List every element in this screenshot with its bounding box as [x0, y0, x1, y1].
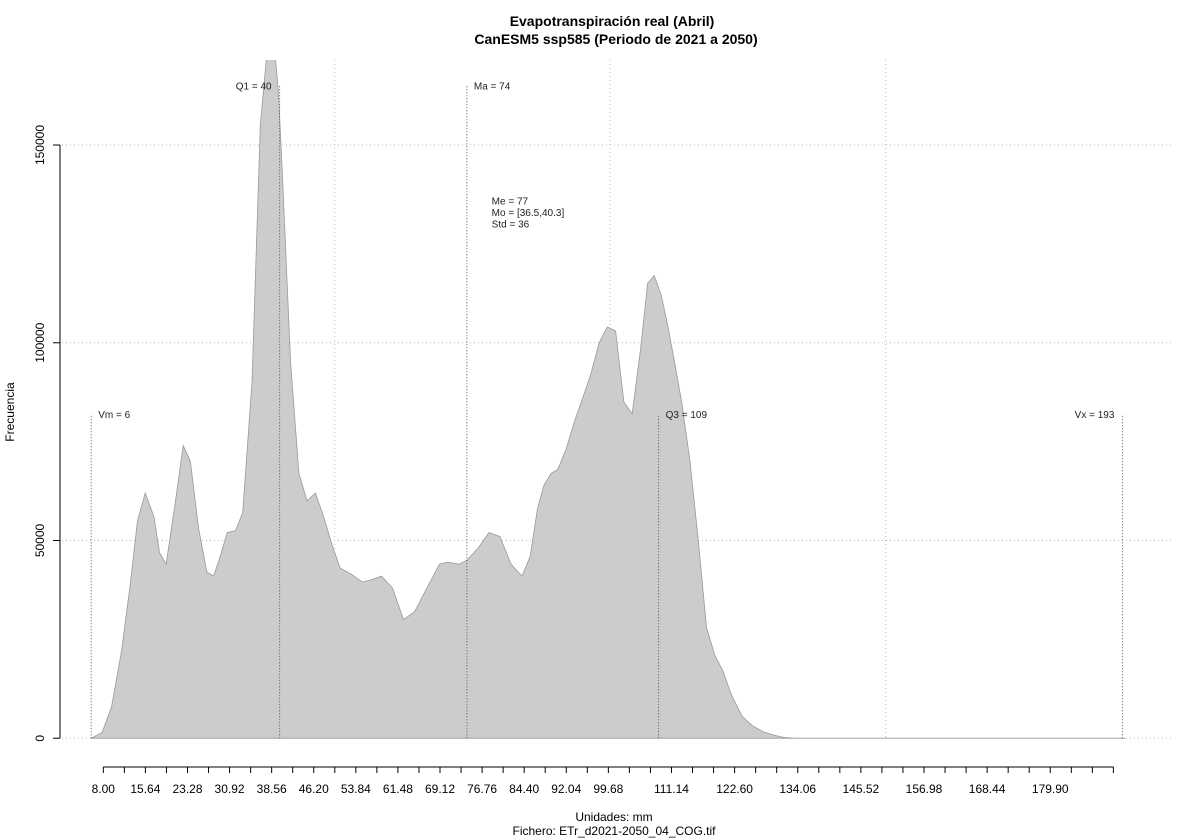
marker-label: Ma = 74 [474, 82, 511, 93]
y-axis-label: Frecuencia [3, 382, 17, 442]
stats-line: Me = 77 [492, 196, 529, 207]
x-tick-label: 156.98 [906, 782, 943, 796]
y-tick-label: 150000 [33, 125, 47, 165]
marker-label: Q1 = 40 [236, 82, 272, 93]
x-tick-label: 53.84 [341, 782, 371, 796]
marker-label: Vx = 193 [1075, 410, 1115, 421]
x-tick-label: 134.06 [779, 782, 816, 796]
chart-title: Evapotranspiración real (Abril) [510, 13, 715, 29]
x-axis-label: Unidades: mm [575, 810, 652, 824]
x-tick-label: 76.76 [467, 782, 497, 796]
x-tick-label: 92.04 [551, 782, 581, 796]
x-tick-label: 38.56 [257, 782, 287, 796]
x-tick-label: 84.40 [509, 782, 539, 796]
x-tick-label: 23.28 [172, 782, 202, 796]
x-tick-label: 69.12 [425, 782, 455, 796]
x-tick-label: 61.48 [383, 782, 413, 796]
x-tick-label: 111.14 [654, 782, 689, 796]
x-tick-label: 46.20 [299, 782, 329, 796]
y-axis: 0 50000 100000 150000 [33, 125, 61, 742]
chart-subtitle: CanESM5 ssp585 (Periodo de 2021 a 2050) [474, 31, 757, 47]
stats-line: Std = 36 [492, 219, 530, 230]
x-tick-label: 145.52 [843, 782, 880, 796]
x-tick-label: 8.00 [92, 782, 116, 796]
marker-label: Vm = 6 [98, 410, 130, 421]
y-tick-label: 100000 [33, 322, 47, 362]
y-tick-label: 50000 [33, 523, 47, 557]
x-tick-label: 168.44 [969, 782, 1006, 796]
x-tick-label: 179.90 [1032, 782, 1069, 796]
file-label: Fichero: ETr_d2021-2050_04_COG.tif [513, 824, 717, 838]
marker-label: Q3 = 109 [666, 410, 708, 421]
x-axis: 8.00 15.64 23.28 30.92 38.56 46.20 53.84 61.48 6… [92, 766, 1114, 796]
y-tick-label: 0 [33, 735, 47, 742]
stats-line: Mo = [36.5,40.3] [492, 208, 565, 219]
x-tick-label: 15.64 [130, 782, 160, 796]
x-tick-label: 122.60 [716, 782, 753, 796]
x-tick-label: 30.92 [215, 782, 245, 796]
frequency-area [91, 60, 1126, 739]
marker-lines: Vm = 6 Q1 = 40 Ma = 74 Q3 = 109 Vx = 193 [90, 82, 1123, 739]
x-tick-label: 99.68 [593, 782, 623, 796]
